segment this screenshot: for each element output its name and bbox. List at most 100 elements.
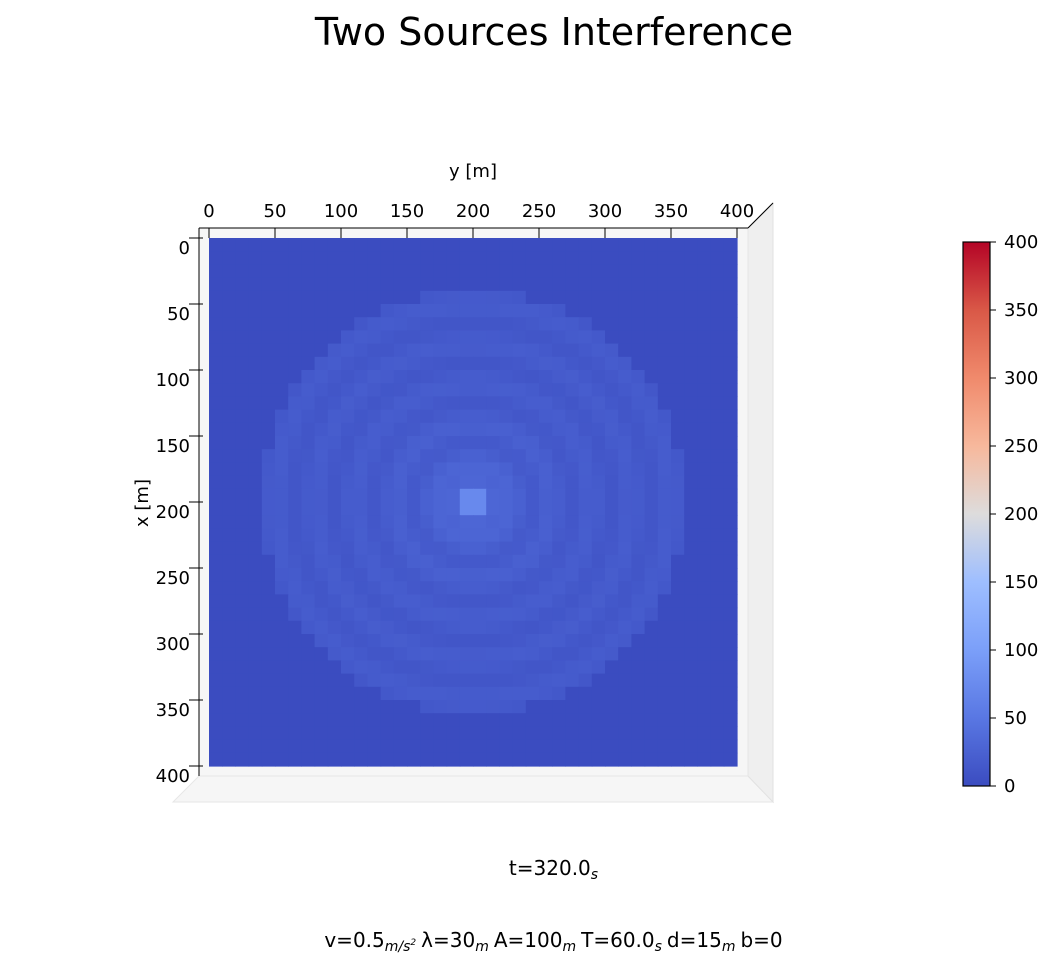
heatmap-cell	[657, 396, 672, 411]
heatmap-cell	[512, 700, 527, 714]
heatmap-cell	[684, 330, 698, 345]
heatmap-cell	[631, 330, 646, 345]
heatmap-cell	[209, 739, 223, 754]
heatmap-cell	[380, 462, 395, 477]
heatmap-cell	[525, 594, 540, 609]
heatmap-cell	[525, 660, 540, 675]
heatmap-cell	[539, 409, 553, 424]
heatmap-cell	[723, 502, 738, 516]
heatmap-cell	[275, 488, 289, 503]
heatmap-cell	[222, 713, 236, 727]
param-distance: d=15m	[666, 928, 736, 955]
heatmap-cell	[565, 251, 580, 265]
heatmap-cell	[710, 607, 725, 622]
heatmap-cell	[697, 660, 712, 675]
heatmap-cell	[605, 752, 619, 767]
heatmap-cell	[433, 581, 448, 595]
heatmap-cell	[235, 462, 250, 477]
heatmap-cell	[235, 436, 250, 450]
heatmap-cell	[710, 700, 725, 714]
heatmap-cell	[486, 752, 500, 767]
heatmap-cell	[486, 528, 500, 543]
heatmap-cell	[644, 238, 659, 252]
heatmap-cell	[248, 356, 263, 371]
heatmap-cell	[512, 568, 527, 582]
heatmap-cell	[433, 462, 448, 477]
heatmap-cell	[618, 396, 632, 411]
heatmap-cell	[565, 356, 580, 371]
heatmap-cell	[512, 264, 527, 279]
heatmap-cell	[723, 290, 738, 305]
heatmap-cell	[684, 383, 698, 397]
heatmap-cell	[446, 317, 461, 331]
heatmap-cell	[433, 739, 448, 754]
heatmap-cell	[314, 660, 329, 675]
heatmap-cell	[341, 515, 355, 529]
heatmap-cell	[525, 528, 540, 543]
heatmap-cell	[393, 686, 408, 701]
heatmap-cell	[486, 568, 500, 582]
heatmap-cell	[539, 436, 553, 450]
heatmap-cell	[578, 528, 593, 543]
heatmap-cell	[367, 238, 382, 252]
heatmap-cell	[380, 620, 395, 635]
heatmap-cell	[314, 383, 329, 397]
heatmap-cell	[512, 409, 527, 424]
heatmap-cell	[446, 304, 461, 318]
heatmap-cell	[525, 502, 540, 516]
heatmap-cell	[209, 264, 223, 279]
heatmap-cell	[723, 317, 738, 331]
heatmap-cell	[275, 396, 289, 411]
heatmap-cell	[367, 541, 382, 556]
heatmap-cell	[261, 700, 276, 714]
heatmap-cell	[473, 726, 487, 741]
heatmap-cell	[354, 251, 368, 265]
heatmap-cell	[565, 673, 580, 688]
heatmap-cell	[657, 343, 672, 358]
heatmap-cell	[235, 277, 250, 292]
heatmap-cell	[578, 515, 593, 529]
heatmap-cell	[605, 488, 619, 503]
heatmap-cell	[301, 409, 316, 424]
heatmap-cell	[367, 383, 382, 397]
heatmap-cell	[327, 343, 342, 358]
heatmap-cell	[605, 343, 619, 358]
heatmap-cell	[248, 739, 263, 754]
heatmap-cell	[486, 356, 500, 371]
heatmap-cell	[288, 462, 302, 477]
heatmap-cell	[499, 449, 514, 463]
heatmap-cell	[486, 436, 500, 450]
heatmap-cell	[591, 502, 606, 516]
heatmap-cell	[605, 422, 619, 437]
heatmap-cell	[301, 502, 316, 516]
heatmap-cell	[552, 290, 566, 305]
heatmap-cell	[723, 383, 738, 397]
heatmap-cell	[446, 290, 461, 305]
heatmap-cell	[354, 568, 368, 582]
heatmap-cell	[657, 528, 672, 543]
heatmap-cell	[354, 502, 368, 516]
heatmap-cell	[657, 436, 672, 450]
heatmap-cell	[525, 356, 540, 371]
param-amplitude: A=100m	[493, 928, 577, 955]
heatmap-cell	[525, 330, 540, 345]
heatmap-cell	[222, 554, 236, 569]
heatmap-cell	[618, 660, 632, 675]
heatmap-cell	[446, 422, 461, 437]
heatmap-cell	[327, 436, 342, 450]
heatmap-cell	[261, 726, 276, 741]
heatmap-cell	[209, 726, 223, 741]
heatmap-cell	[499, 251, 514, 265]
heatmap-cell	[644, 607, 659, 622]
heatmap-cell	[605, 634, 619, 648]
heatmap-cell	[644, 568, 659, 582]
heatmap-cell	[473, 673, 487, 688]
heatmap-cell	[446, 449, 461, 463]
heatmap-cell	[327, 304, 342, 318]
heatmap-cell	[354, 238, 368, 252]
heatmap-cell	[407, 317, 421, 331]
heatmap-cell	[209, 462, 223, 477]
heatmap-cell	[539, 290, 553, 305]
heatmap-cell	[209, 568, 223, 582]
heatmap-cell	[499, 700, 514, 714]
